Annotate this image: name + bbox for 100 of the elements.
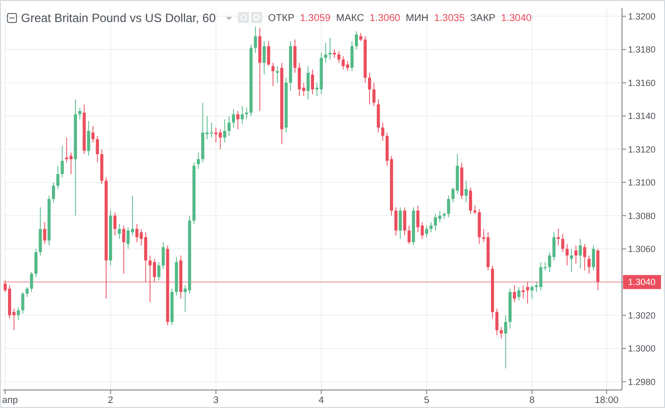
candlestick (354, 30, 358, 50)
candlestick (232, 108, 236, 128)
candlestick (16, 306, 20, 321)
candlestick (306, 66, 310, 100)
candlestick (56, 165, 60, 190)
candlestick (578, 238, 582, 270)
candlestick (262, 40, 266, 75)
candlestick (276, 66, 279, 84)
candlestick (570, 248, 574, 272)
y-tick-label: 1.3200 (628, 11, 656, 22)
candlestick (240, 106, 244, 125)
candlestick (26, 286, 29, 298)
candlestick (122, 225, 126, 274)
candlestick (403, 206, 406, 236)
candlestick (530, 284, 534, 300)
candlestick (332, 49, 336, 58)
candlestick (328, 37, 332, 60)
candlestick (368, 72, 372, 105)
candlestick (65, 137, 68, 163)
candlestick (21, 292, 24, 314)
candlestick (583, 243, 586, 271)
candlestick (556, 228, 560, 246)
x-tick-label: 4 (318, 395, 324, 406)
candlestick (152, 258, 156, 282)
y-tick-label: 1.3080 (628, 210, 656, 221)
y-tick-label: 1.3020 (628, 310, 656, 320)
y-tick-label: 1.3180 (628, 44, 656, 55)
candlestick (522, 284, 525, 300)
candlestick (342, 56, 345, 70)
candlestick (293, 39, 296, 74)
x-tick-label: 18:00 (594, 395, 619, 406)
candlestick (588, 255, 591, 274)
candlestick (398, 206, 402, 240)
x-tick-label: 5 (424, 395, 430, 406)
candlestick (126, 226, 130, 250)
candlestick (517, 286, 520, 301)
candlestick (30, 272, 34, 292)
candlestick (96, 135, 99, 163)
candlestick (148, 255, 152, 302)
candlestick (245, 107, 248, 120)
y-tick-label: 1.3140 (628, 111, 656, 122)
candlestick (271, 62, 275, 86)
candlestick (381, 122, 384, 142)
candlestick (118, 224, 121, 240)
x-tick-label: 8 (529, 395, 535, 406)
candlestick (512, 284, 516, 302)
candlestick (34, 248, 38, 278)
candlestick (236, 110, 240, 130)
candlestick (113, 212, 116, 236)
candlestick (566, 243, 569, 266)
candlestick (87, 120, 90, 156)
x-tick-label: 2 (108, 395, 114, 406)
candlestick (425, 225, 428, 238)
text: ОТКР 1.3059 МАКС 1.3060 МИН 1.3035 ЗАКР 1.3040 (268, 13, 532, 24)
candlestick (78, 107, 82, 120)
candlestick (223, 118, 226, 143)
x-tick-label: 3 (213, 395, 219, 406)
candlestick (310, 69, 314, 95)
candlestick (372, 82, 376, 106)
candlestick (394, 206, 398, 236)
candlestick (52, 182, 56, 203)
y-tick-label: 1.3160 (628, 78, 656, 88)
candlestick (43, 222, 46, 244)
y-tick-label: 1.3100 (628, 178, 656, 188)
y-tick-label: 1.3120 (628, 144, 656, 154)
candlestick (38, 206, 42, 256)
candlestick (504, 314, 508, 369)
candlestick (254, 26, 257, 54)
candlestick (438, 210, 442, 223)
candlestick (157, 262, 160, 281)
chart-title: Great Britain Pound vs US Dollar, 60 (21, 11, 216, 25)
candlestick (561, 233, 564, 253)
candlestick (162, 242, 165, 270)
candlestick (267, 40, 270, 67)
y-tick-label: 1.3000 (628, 344, 656, 354)
candlestick (210, 122, 214, 138)
candlestick (429, 222, 433, 233)
candlestick (408, 225, 411, 244)
candlestick (337, 50, 340, 64)
candlestick (144, 232, 148, 282)
candlestick (495, 308, 498, 336)
candlestick (324, 42, 328, 64)
y-tick-label: 1.3060 (628, 244, 656, 254)
candlestick (218, 128, 222, 150)
candlestick (350, 40, 354, 72)
candlestick (539, 262, 542, 291)
candlestick (500, 326, 503, 339)
candlestick (196, 152, 200, 170)
candlestick (447, 195, 450, 218)
candlestick (464, 180, 468, 203)
candlestick (592, 245, 595, 271)
y-tick-label: 1.2980 (628, 376, 656, 387)
candlestick (60, 145, 64, 178)
candlestick (469, 186, 472, 214)
candlestick (91, 126, 95, 143)
candlestick (228, 116, 231, 136)
candlestick (574, 245, 578, 264)
candlestick (526, 282, 530, 304)
candlestick (473, 205, 476, 214)
x-tick-label: апр (2, 395, 18, 406)
